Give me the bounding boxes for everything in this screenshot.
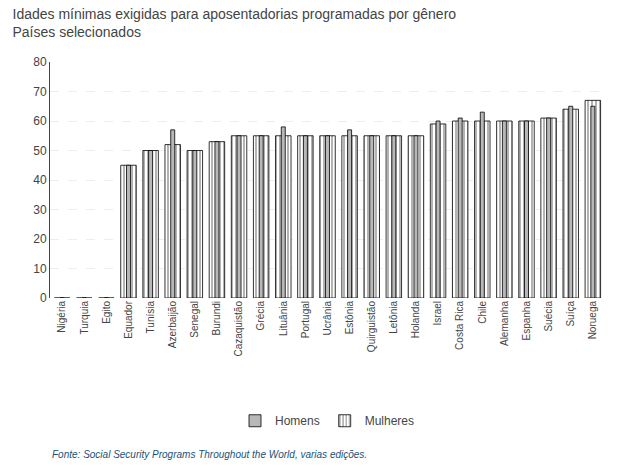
svg-text:Grécia: Grécia	[255, 301, 266, 331]
svg-text:Cazaquistão: Cazaquistão	[233, 301, 244, 357]
svg-text:20: 20	[33, 232, 47, 246]
svg-text:Egito: Egito	[101, 301, 112, 324]
svg-text:Holanda: Holanda	[410, 301, 421, 339]
svg-text:70: 70	[33, 85, 47, 99]
svg-text:Lituânia: Lituânia	[278, 301, 289, 336]
svg-text:Fonte: Social Security Program: Fonte: Social Security Programs Througho…	[52, 449, 367, 460]
svg-text:50: 50	[33, 144, 47, 158]
svg-text:Suíça: Suíça	[565, 301, 576, 327]
svg-text:Homens: Homens	[275, 414, 320, 428]
svg-text:Senegal: Senegal	[189, 301, 200, 338]
svg-text:Quirguistão: Quirguistão	[366, 301, 377, 353]
svg-text:Turquia: Turquia	[79, 301, 90, 335]
svg-text:Letônia: Letônia	[388, 301, 399, 334]
svg-text:Portugal: Portugal	[300, 301, 311, 338]
svg-text:Azerbaijão: Azerbaijão	[167, 301, 178, 349]
svg-text:30: 30	[33, 203, 47, 217]
svg-text:40: 40	[33, 173, 47, 187]
svg-text:Idades mínimas exigidas para a: Idades mínimas exigidas para aposentador…	[13, 6, 457, 40]
svg-text:10: 10	[33, 262, 47, 276]
svg-text:Mulheres: Mulheres	[365, 414, 414, 428]
svg-text:Chile: Chile	[477, 301, 488, 324]
svg-text:Nigéria: Nigéria	[56, 301, 67, 333]
svg-text:Costa Rica: Costa Rica	[454, 301, 465, 350]
svg-text:Tunísia: Tunísia	[145, 301, 156, 334]
svg-text:0: 0	[40, 291, 47, 305]
svg-text:Noruega: Noruega	[587, 301, 598, 340]
svg-text:Espanha: Espanha	[521, 301, 532, 341]
svg-text:Burundi: Burundi	[211, 301, 222, 335]
svg-text:Israel: Israel	[432, 301, 443, 325]
svg-text:80: 80	[33, 55, 47, 69]
svg-text:Suécia: Suécia	[543, 301, 554, 332]
svg-text:Estônia: Estônia	[344, 301, 355, 335]
svg-text:60: 60	[33, 114, 47, 128]
svg-text:Ucrânia: Ucrânia	[322, 301, 333, 336]
svg-text:Alemanha: Alemanha	[499, 301, 510, 346]
svg-text:Equador: Equador	[123, 300, 134, 338]
